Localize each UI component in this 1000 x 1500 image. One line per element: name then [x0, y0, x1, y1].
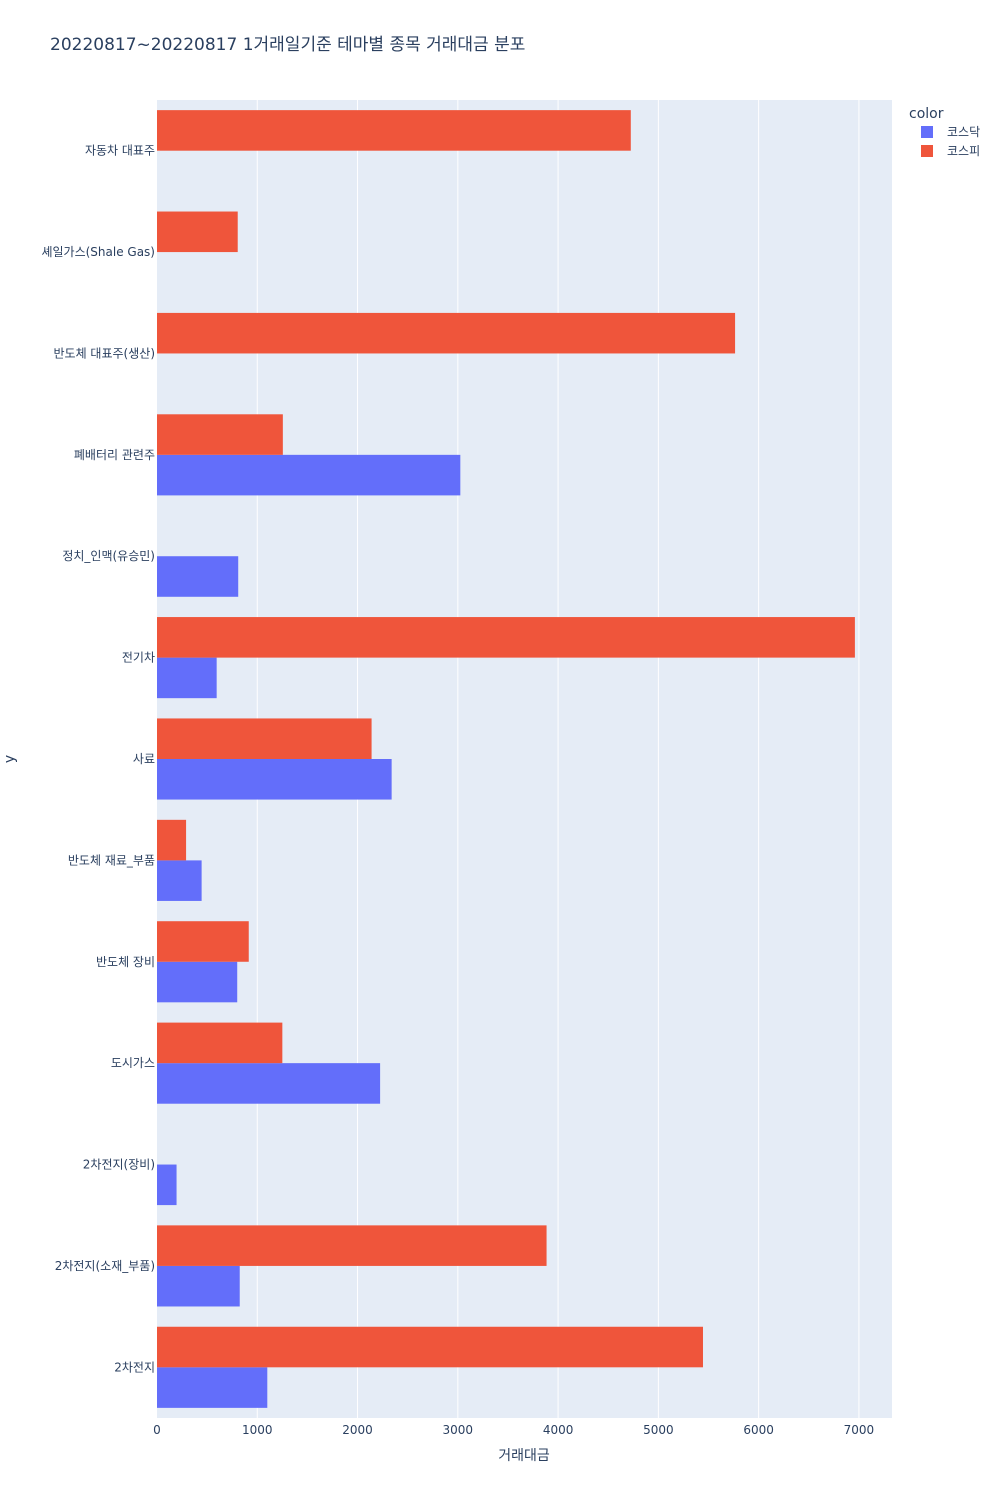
bar-kosdaq[interactable]	[157, 961, 238, 1003]
x-tick-label: 6000	[743, 1423, 774, 1437]
legend-label[interactable]: 코스피	[947, 144, 980, 158]
y-tick-label: 사료	[133, 752, 155, 766]
y-tick-label: 정치_인맥(유승민)	[62, 549, 155, 563]
x-tick-label: 7000	[844, 1423, 875, 1437]
bar-kospi[interactable]	[157, 211, 238, 253]
y-tick-label: 반도체 장비	[96, 955, 155, 969]
x-tick-label: 1000	[242, 1423, 273, 1437]
bar-kosdaq[interactable]	[157, 1367, 268, 1408]
bar-kosdaq[interactable]	[157, 759, 392, 800]
x-tick-label: 3000	[443, 1423, 474, 1437]
bar-kospi[interactable]	[157, 1022, 283, 1064]
chart-title: 20220817~20220817 1거래일기준 테마별 종목 거래대금 분포	[50, 35, 525, 55]
x-tick-label: 5000	[643, 1423, 674, 1437]
bar-kosdaq[interactable]	[157, 860, 202, 901]
bar-kosdaq[interactable]	[157, 1063, 381, 1104]
legend-title: color	[909, 106, 944, 122]
y-tick-label: 반도체 대표주(생산)	[54, 346, 156, 360]
x-tick-label: 0	[153, 1423, 161, 1437]
bar-kospi[interactable]	[157, 1326, 703, 1368]
bar-kospi[interactable]	[157, 819, 187, 861]
y-tick-label: 2차전지(소재_부품)	[55, 1259, 155, 1273]
y-tick-label: 자동차 대표주	[85, 144, 155, 158]
bar-kosdaq[interactable]	[157, 1265, 240, 1307]
bar-kosdaq[interactable]	[157, 556, 239, 597]
bar-kospi[interactable]	[157, 110, 631, 151]
y-tick-label: 전기차	[122, 651, 155, 665]
y-tick-label: 반도체 재료_부품	[68, 853, 155, 867]
legend-label[interactable]: 코스닥	[947, 125, 980, 139]
y-tick-label: 셰일가스(Shale Gas)	[41, 245, 155, 259]
x-axis-title: 거래대금	[498, 1448, 550, 1464]
x-axis-ticks: 0 1000 2000 3000 4000 5000 6000 7000	[153, 1423, 874, 1437]
bar-kospi[interactable]	[157, 414, 283, 455]
y-tick-label: 2차전지(장비)	[83, 1158, 155, 1172]
bar-kosdaq[interactable]	[157, 454, 461, 496]
y-axis-title: y	[2, 755, 18, 763]
bars	[157, 110, 855, 1408]
bar-kosdaq[interactable]	[157, 657, 217, 699]
bar-kospi[interactable]	[157, 718, 372, 759]
y-axis-ticks: 2차전지 2차전지(소재_부품) 2차전지(장비) 도시가스 반도체 장비 반도체 재료_…	[41, 144, 155, 1375]
y-tick-label: 2차전지	[114, 1360, 155, 1374]
bar-kospi[interactable]	[157, 1225, 547, 1266]
legend-swatch[interactable]	[921, 126, 933, 138]
legend-swatch[interactable]	[921, 145, 933, 157]
x-tick-label: 2000	[342, 1423, 373, 1437]
bar-kosdaq[interactable]	[157, 1164, 177, 1206]
x-tick-label: 4000	[543, 1423, 574, 1437]
bar-kospi[interactable]	[157, 921, 249, 962]
y-tick-label: 폐배터리 관련주	[74, 448, 155, 462]
bar-kospi[interactable]	[157, 617, 855, 658]
bar-kospi[interactable]	[157, 312, 736, 354]
y-tick-label: 도시가스	[111, 1056, 155, 1070]
